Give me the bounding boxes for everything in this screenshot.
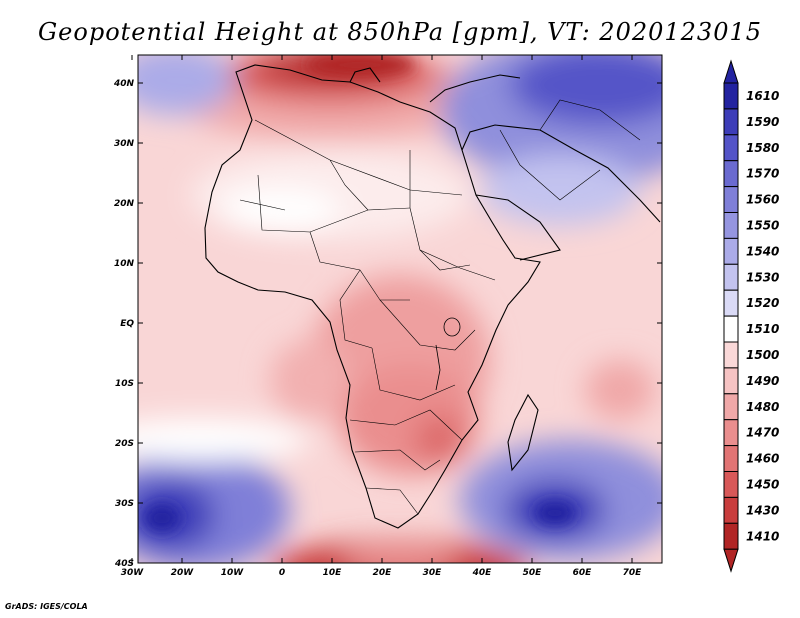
colorbar-label: 1450: [746, 477, 779, 491]
lon-tick-label: 0: [279, 568, 285, 578]
plot-frame: [137, 54, 663, 564]
lat-tick-label: 10N: [114, 259, 135, 269]
lon-tick-label: 20E: [373, 568, 393, 578]
lon-tick-label: 70E: [623, 568, 643, 578]
lon-tick-label: 30E: [423, 568, 443, 578]
colorbar-label: 1480: [746, 400, 779, 414]
colorbar: 1610 1590 1580 1570 1560 1550 1540 1530 1520 1510…: [723, 59, 779, 573]
colorbar-swatch: [723, 419, 739, 447]
coastlines: [204, 64, 661, 529]
lat-tick-label: 20S: [115, 439, 134, 449]
colorbar-swatch: [723, 82, 739, 110]
colorbar-label: 1470: [746, 426, 779, 440]
colorbar-label: 1500: [746, 348, 779, 362]
colorbar-top-triangle: [723, 59, 739, 84]
colorbar-label: 1520: [746, 296, 779, 310]
lon-tick-label: 10E: [323, 568, 343, 578]
lon-tick-label: 30W: [121, 568, 145, 578]
colorbar-swatch: [723, 496, 739, 524]
lon-tick-label: 20W: [171, 568, 195, 578]
lat-tick-label: 40N: [113, 79, 135, 89]
colorbar-swatch: [723, 160, 739, 188]
colorbar-swatch: [723, 522, 739, 550]
colorbar-swatch: [723, 108, 739, 136]
lat-tick-label: EQ: [120, 319, 134, 329]
colorbar-label: 1410: [746, 529, 779, 543]
country-borders: [239, 99, 641, 515]
lat-tick-label: 10S: [115, 379, 134, 389]
lat-tick-label: 30N: [114, 139, 135, 149]
colorbar-swatch: [723, 134, 739, 162]
colorbar-label: 1510: [746, 322, 779, 336]
colorbar-label: 1460: [746, 452, 779, 466]
lat-tick-label: 40S: [114, 559, 134, 569]
colorbar-swatch: [723, 212, 739, 239]
lon-tick-label: 10W: [221, 568, 245, 578]
colorbar-label: 1570: [746, 167, 779, 181]
colorbar-swatch: [723, 471, 739, 498]
colorbar-bottom-triangle: [723, 548, 739, 573]
credit-label: GrADS: IGES/COLA: [5, 602, 88, 611]
colorbar-label: 1490: [746, 374, 779, 388]
colorbar-label: 1580: [746, 141, 779, 155]
colorbar-label: 1530: [746, 270, 779, 284]
colorbar-swatch: [723, 367, 739, 395]
lon-tick-label: 60E: [573, 568, 593, 578]
contour-field: [138, 55, 662, 563]
colorbar-label: 1550: [746, 218, 779, 232]
lat-tick-label: 20N: [114, 199, 135, 209]
colorbar-swatch: [723, 341, 739, 369]
lat-tick-label: 30S: [115, 499, 134, 509]
colorbar-swatch: [723, 315, 739, 343]
lon-tick-label: 50E: [523, 568, 543, 578]
colorbar-swatch: [723, 445, 739, 473]
lon-tick-label: 40E: [472, 568, 493, 578]
map-title: Geopotential Height at 850hPa [gpm], VT:…: [38, 18, 762, 46]
colorbar-swatch: [723, 393, 739, 421]
colorbar-label: 1540: [746, 244, 779, 258]
colorbar-swatch: [723, 263, 739, 291]
colorbar-label: 1560: [746, 193, 779, 207]
colorbar-swatch: [723, 289, 739, 317]
colorbar-swatch: [723, 186, 739, 214]
colorbar-label: 1610: [746, 89, 779, 103]
colorbar-label: 1590: [746, 115, 779, 129]
colorbar-label: 1430: [746, 503, 779, 517]
colorbar-swatch: [723, 237, 739, 265]
